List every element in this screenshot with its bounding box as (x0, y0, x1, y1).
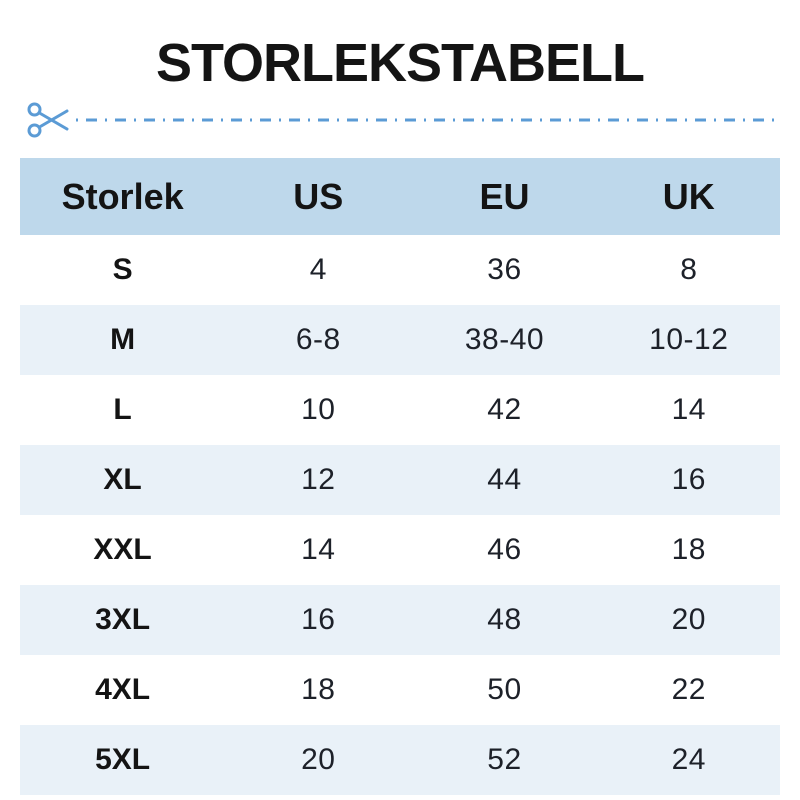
table-row: S 4 36 8 (20, 235, 780, 305)
dashed-cut-line (76, 118, 774, 122)
us-size-cell: 14 (301, 533, 336, 566)
uk-size-cell: 22 (671, 673, 706, 706)
table-row: 5XL 20 52 24 (20, 725, 780, 795)
size-cell: L (113, 393, 132, 426)
uk-size-cell: 10-12 (597, 305, 780, 375)
eu-size-cell: 42 (487, 393, 522, 426)
us-size-cell: 16 (225, 585, 412, 655)
size-cell: XL (20, 445, 226, 515)
us-size-cell: 12 (225, 445, 412, 515)
us-size-cell: 18 (301, 673, 336, 706)
eu-size-cell: 38-40 (411, 305, 598, 375)
table-row: L 10 42 14 (20, 375, 780, 445)
size-cell: 4XL (95, 673, 151, 706)
uk-size-cell: 14 (671, 393, 706, 426)
page-title: STORLEKSTABELL (155, 33, 645, 93)
size-cell: M (20, 305, 226, 375)
eu-size-cell: 48 (411, 585, 598, 655)
size-cell: 3XL (20, 585, 226, 655)
cut-line (26, 98, 774, 142)
us-size-cell: 10 (301, 393, 336, 426)
column-header-uk: UK (597, 158, 780, 235)
table-header-row: Storlek US EU UK (20, 158, 780, 235)
size-cell: XXL (93, 533, 152, 566)
table-row: XXL 14 46 18 (20, 515, 780, 585)
eu-size-cell: 44 (411, 445, 598, 515)
table-row: 3XL 16 48 20 (20, 585, 780, 655)
size-table-body: S 4 36 8 M 6-8 38-40 10-12 L 10 42 14 XL… (20, 235, 780, 795)
table-row: XL 12 44 16 (20, 445, 780, 515)
us-size-cell: 4 (309, 253, 327, 286)
eu-size-cell: 50 (487, 673, 522, 706)
table-row: M 6-8 38-40 10-12 (20, 305, 780, 375)
us-size-cell: 6-8 (225, 305, 412, 375)
size-cell: 5XL (20, 725, 226, 795)
uk-size-cell: 16 (597, 445, 780, 515)
eu-size-cell: 52 (411, 725, 598, 795)
table-row: 4XL 18 50 22 (20, 655, 780, 725)
uk-size-cell: 24 (597, 725, 780, 795)
eu-size-cell: 46 (487, 533, 522, 566)
uk-size-cell: 8 (680, 253, 698, 286)
size-cell: S (112, 253, 133, 286)
uk-size-cell: 20 (597, 585, 780, 655)
column-header-eu: EU (411, 158, 598, 235)
column-header-us: US (225, 158, 412, 235)
column-header-storlek: Storlek (20, 158, 226, 235)
us-size-cell: 20 (225, 725, 412, 795)
scissors-icon (27, 102, 69, 138)
size-table: Storlek US EU UK S 4 36 8 M 6-8 38-40 10… (20, 158, 780, 795)
uk-size-cell: 18 (671, 533, 706, 566)
eu-size-cell: 36 (487, 253, 522, 286)
